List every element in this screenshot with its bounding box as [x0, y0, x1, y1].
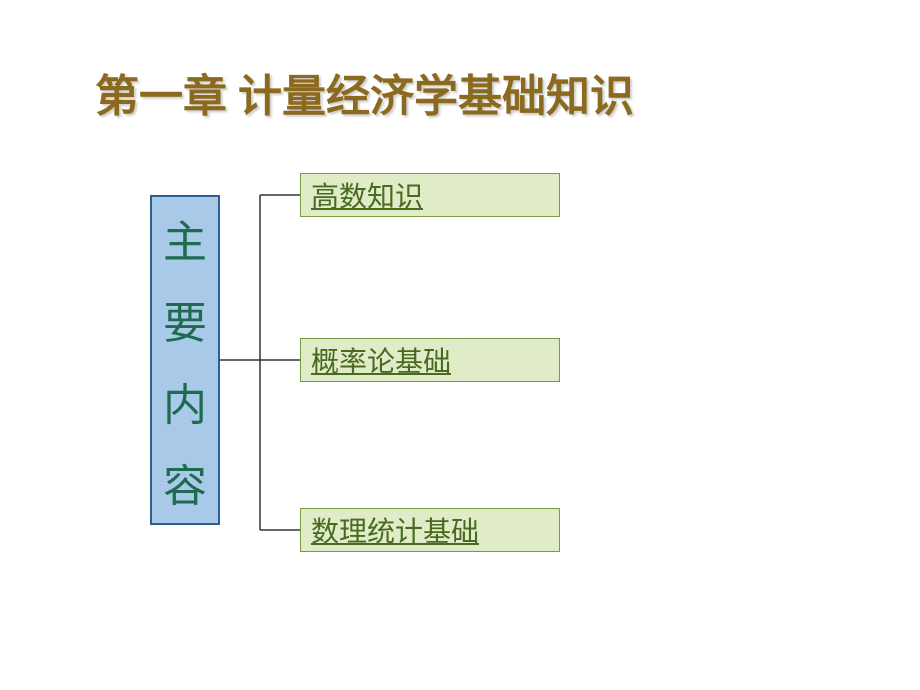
main-content-char: 内: [163, 369, 207, 433]
main-content-char: 容: [163, 450, 207, 514]
topic-box-2[interactable]: 数理统计基础: [300, 508, 560, 552]
topic-box-1[interactable]: 概率论基础: [300, 338, 560, 382]
topic-box-0[interactable]: 高数知识: [300, 173, 560, 217]
main-content-char: 主: [163, 206, 207, 270]
chapter-title: 第一章 计量经济学基础知识: [95, 60, 634, 124]
main-content-char: 要: [163, 287, 207, 351]
diagram-canvas: 第一章 计量经济学基础知识主要内容 高数知识概率论基础数理统计基础: [0, 0, 920, 690]
main-content-box: 主要内容: [150, 195, 220, 525]
